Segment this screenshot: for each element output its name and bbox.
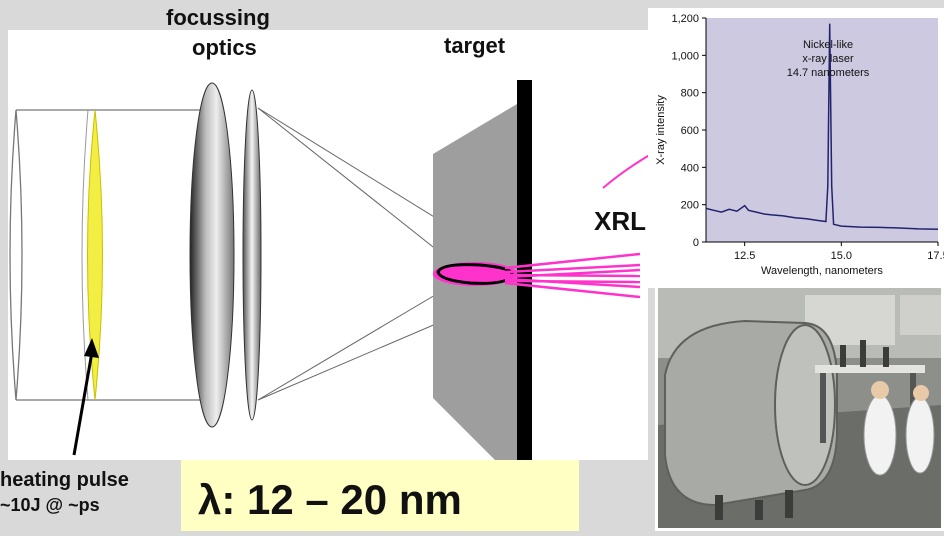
- heating-pulse-disc: [81, 109, 103, 401]
- target-plane: [433, 104, 517, 482]
- spectrum-chart: 0 200 400 600 800 1,000 1,200 12.5 15.0 17.5 Wavel…: [655, 13, 944, 277]
- wavelength-range-label: λ: 12 – 20 nm: [198, 476, 462, 523]
- heating-pulse-label-line1: heating pulse: [0, 469, 129, 491]
- diagram-background: [8, 30, 648, 460]
- peak-annotation-line: x-ray laser: [802, 53, 854, 65]
- y-tick-label: 400: [681, 162, 699, 174]
- y-tick-label: 200: [681, 200, 699, 212]
- optics-label-line2: optics: [192, 35, 257, 60]
- y-tick-label: 0: [693, 237, 699, 249]
- heating-pulse-label-line2: ~10J @ ~ps: [0, 495, 100, 515]
- peak-annotation-line: Nickel-like: [803, 39, 853, 51]
- target-label: target: [444, 33, 506, 58]
- y-tick-label: 800: [681, 88, 699, 100]
- wavelength-highlight-box: [181, 460, 579, 531]
- y-tick-label: 1,000: [671, 50, 699, 62]
- beam-cylinder: [9, 109, 205, 401]
- y-tick-label: 1,200: [671, 13, 699, 25]
- laboratory-photo-image: [658, 288, 941, 528]
- y-axis-label: X-ray intensity: [655, 95, 667, 165]
- peak-annotation-line: 14.7 nanometers: [787, 67, 870, 79]
- chart-plot-area: [706, 18, 938, 242]
- plasma-region: [433, 262, 517, 286]
- xray-laser-beam: [504, 252, 641, 299]
- x-axis-label: Wavelength, nanometers: [761, 265, 883, 277]
- spectrum-line: [705, 23, 939, 231]
- spectrum-chart-panel: 0 200 400 600 800 1,000 1,200 12.5 15.0 17.5 Wavel…: [648, 8, 944, 288]
- y-tick-label: 600: [681, 125, 699, 137]
- xrl-label: XRL: [594, 206, 646, 236]
- optic-plate: [242, 89, 262, 421]
- heating-pulse-pointer: [72, 338, 99, 456]
- x-tick-label: 15.0: [831, 250, 852, 262]
- x-tick-label: 12.5: [734, 250, 755, 262]
- laboratory-photo: [655, 285, 944, 531]
- focussing-label-line1: focussing: [166, 5, 270, 30]
- focusing-lens: [189, 82, 235, 428]
- x-tick-label: 17.5: [927, 250, 944, 262]
